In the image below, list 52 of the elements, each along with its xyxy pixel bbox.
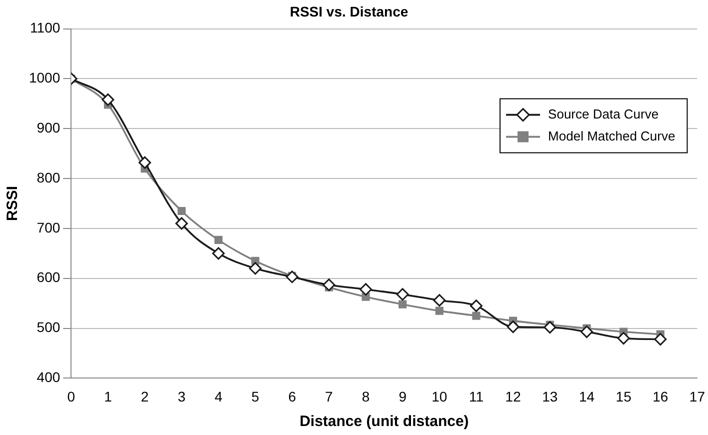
point	[138, 156, 152, 169]
y-tick-label: 1000	[28, 70, 60, 86]
point	[286, 270, 298, 284]
x-axis-title: Distance (unit distance)	[300, 413, 469, 430]
x-tick-label: 11	[468, 388, 484, 404]
y-tick-label: 500	[36, 319, 60, 336]
x-tick-label: 4	[214, 388, 223, 404]
point	[360, 283, 372, 296]
point	[214, 236, 222, 244]
point	[433, 294, 446, 307]
x-tick-label: 8	[362, 388, 370, 404]
y-tick-label: 800	[36, 169, 60, 186]
point	[178, 206, 186, 216]
point	[472, 312, 480, 320]
y-tick-label: 600	[36, 269, 60, 286]
point	[175, 217, 188, 230]
point	[654, 333, 667, 346]
point	[470, 300, 482, 312]
point	[544, 321, 556, 334]
point	[435, 306, 444, 315]
y-tick-label: 700	[36, 219, 60, 236]
x-tick-label: 3	[178, 388, 186, 404]
x-tick-label: 7	[325, 388, 334, 404]
legend-label: Model Matched Curve	[548, 128, 676, 144]
point	[212, 247, 225, 260]
y-tick-label: 1100	[30, 20, 60, 36]
point	[249, 262, 262, 275]
x-tick-label: 2	[140, 388, 149, 404]
point	[396, 288, 409, 301]
y-axis-title: RSSI	[4, 186, 22, 222]
x-tick-label: 1	[104, 388, 112, 404]
point	[398, 300, 407, 308]
legend-label: Source Data Curve	[548, 106, 659, 122]
x-tick-label: 10	[432, 388, 448, 404]
point	[617, 332, 630, 345]
x-tick-label: 5	[251, 388, 260, 404]
x-tick-label: 9	[398, 388, 407, 404]
x-tick-label: 6	[288, 388, 296, 404]
x-tick-label: 0	[67, 388, 76, 404]
x-tick-label: 15	[616, 388, 632, 404]
x-tick-label: 16	[652, 388, 668, 404]
x-tick-label: 17	[689, 388, 706, 404]
y-tick-label: 900	[36, 119, 60, 136]
point	[322, 278, 336, 292]
point	[102, 93, 114, 106]
x-tick-label: 12	[505, 388, 522, 404]
point	[580, 326, 593, 338]
chart-title: RSSI vs. Distance	[290, 3, 408, 20]
point	[506, 320, 520, 334]
x-tick-label: 14	[578, 388, 595, 404]
x-tick-label: 13	[542, 388, 558, 404]
y-tick-label: 400	[36, 369, 60, 386]
